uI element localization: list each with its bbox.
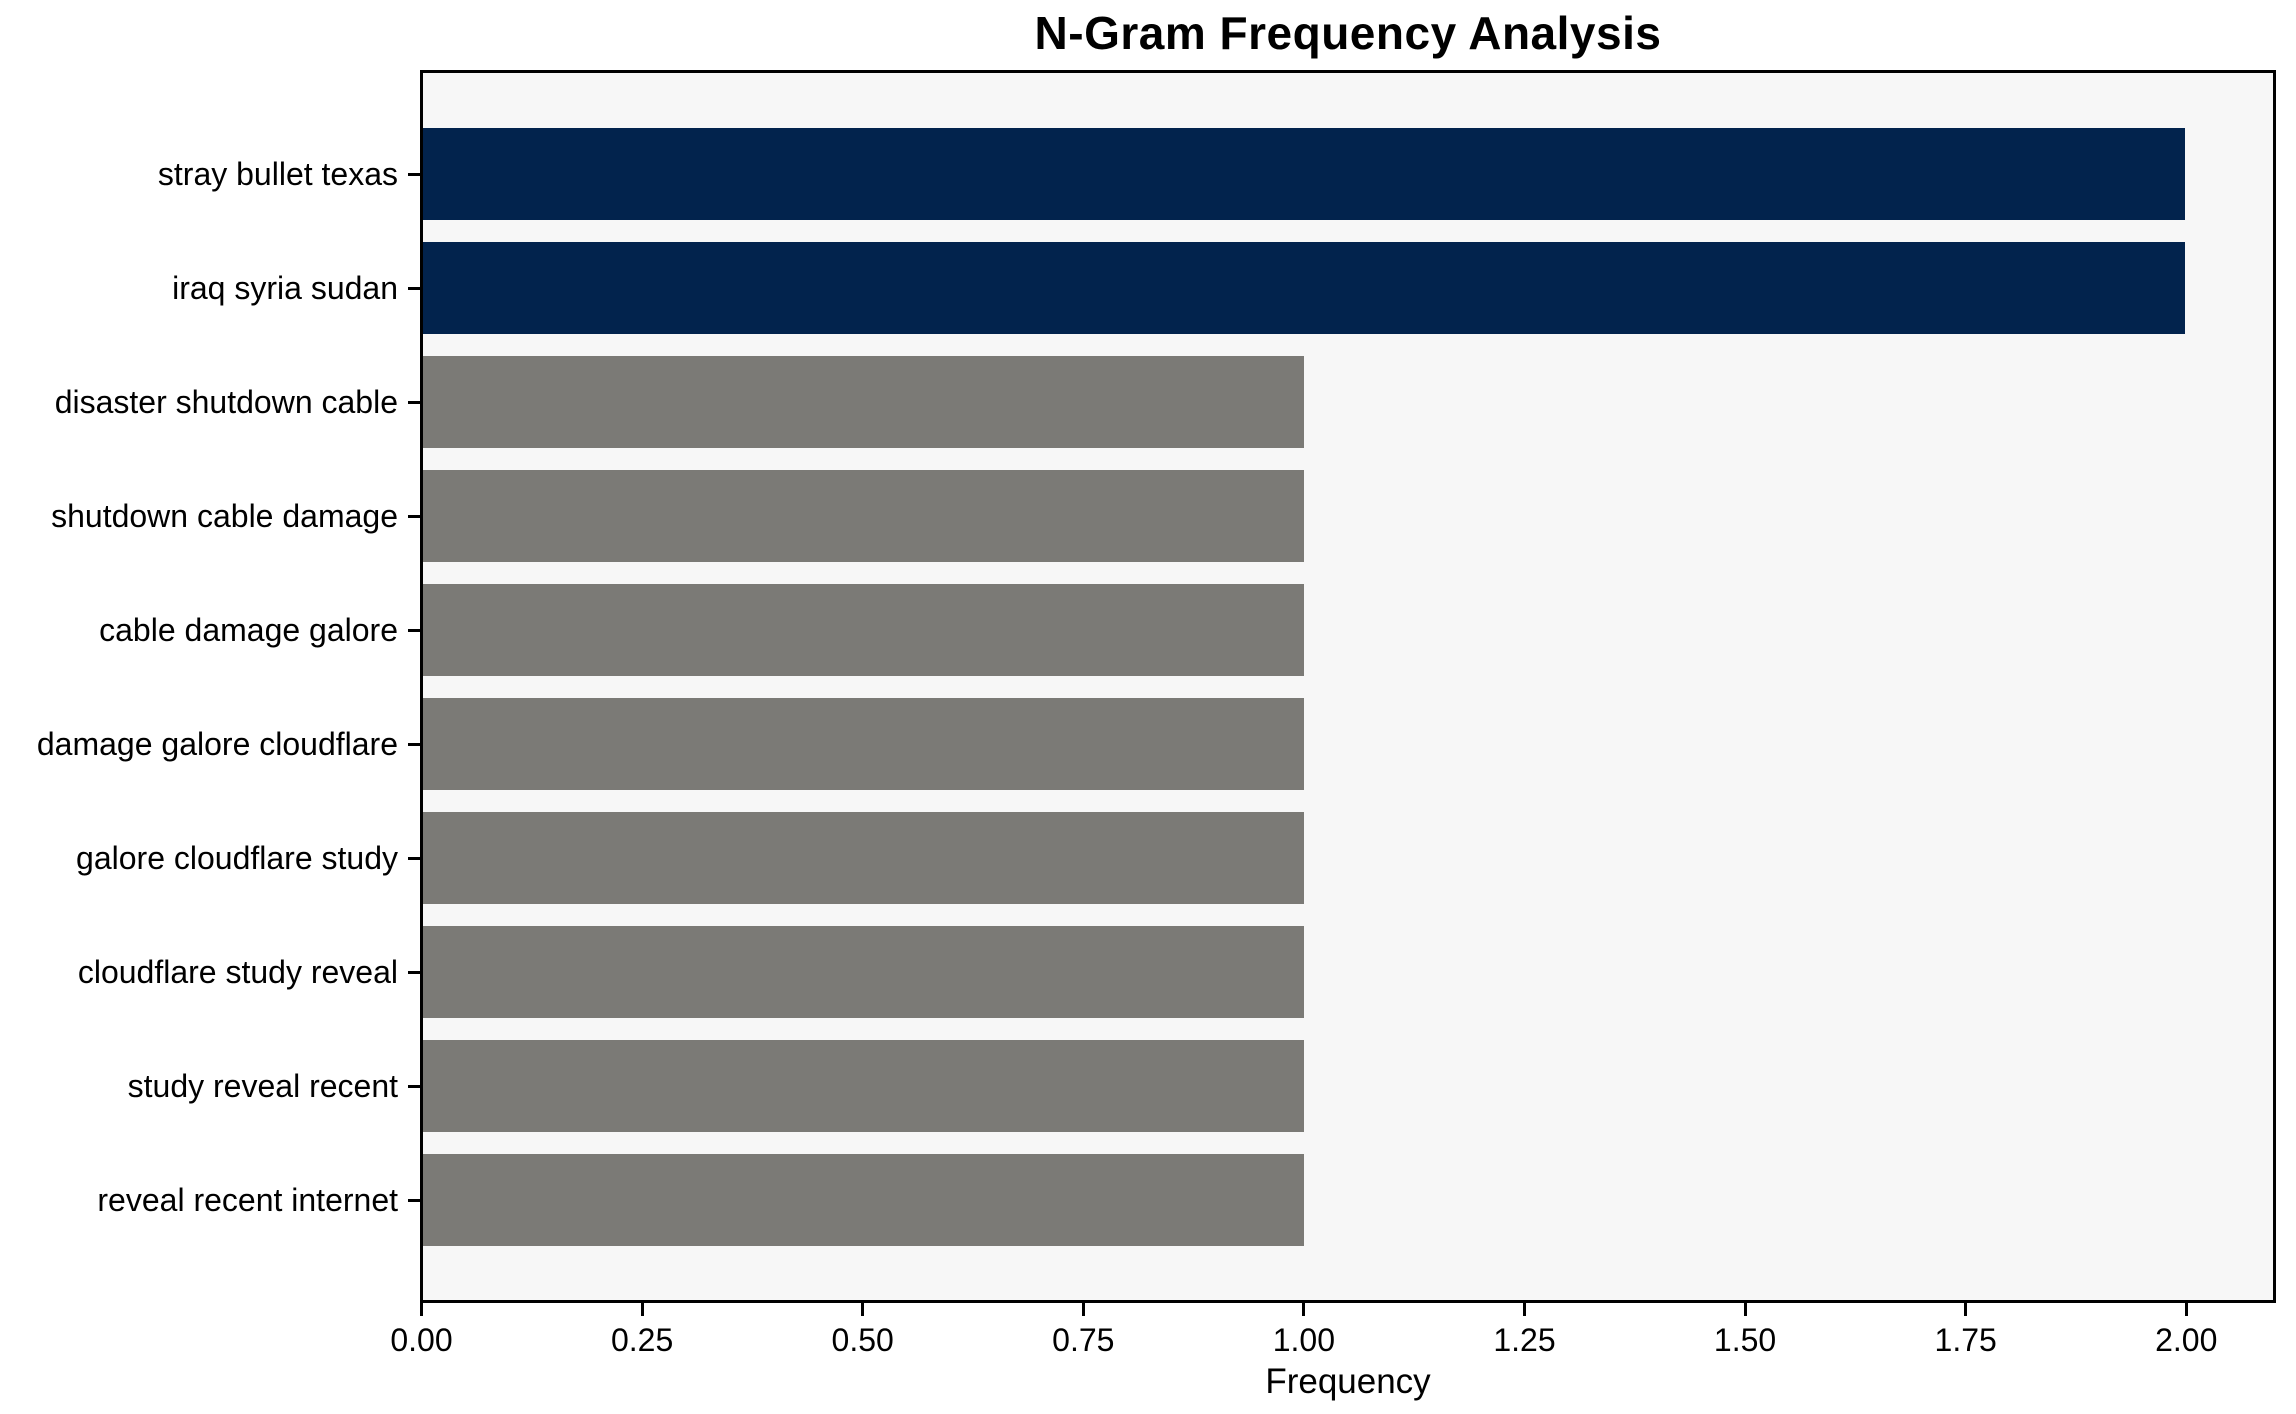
bar-2 [423, 242, 2185, 334]
y-tick-mark [408, 857, 420, 860]
bar-8 [423, 926, 1304, 1018]
bar-4 [423, 470, 1304, 562]
y-tick-mark [408, 1199, 420, 1202]
plot-area [420, 70, 2276, 1303]
x-axis-title: Frequency [1265, 1362, 1431, 1401]
x-axis-tick-label: 2.00 [2155, 1322, 2218, 1358]
y-tick-mark [408, 515, 420, 518]
bar-9 [423, 1040, 1304, 1132]
x-tick-mark [861, 1303, 865, 1316]
x-axis-tick-label: 1.75 [1934, 1322, 1997, 1358]
bar-6 [423, 698, 1304, 790]
x-axis-tick-label: 1.25 [1493, 1322, 1556, 1358]
x-tick-mark [1522, 1303, 1526, 1316]
x-tick-mark [2184, 1303, 2188, 1316]
x-tick-mark [1302, 1303, 1306, 1316]
y-axis-label: reveal recent internet [97, 1182, 398, 1218]
x-axis-tick-label: 1.00 [1272, 1322, 1336, 1358]
bar-3 [423, 356, 1304, 448]
x-tick-mark [640, 1303, 644, 1316]
bar-10 [423, 1154, 1304, 1246]
chart-title: N-Gram Frequency Analysis [1034, 7, 1662, 59]
bar-7 [423, 812, 1304, 904]
y-axis-label: damage galore cloudflare [36, 726, 398, 762]
y-tick-mark [408, 629, 420, 632]
y-tick-mark [408, 287, 420, 290]
x-axis-tick-label: 0.25 [610, 1322, 674, 1358]
y-axis-label: shutdown cable damage [51, 498, 398, 534]
x-tick-mark [1964, 1303, 1968, 1316]
y-axis-label: cable damage galore [99, 612, 398, 648]
y-axis-label: iraq syria sudan [172, 270, 398, 306]
x-tick-mark [1743, 1303, 1747, 1316]
y-tick-mark [408, 173, 420, 176]
bar-5 [423, 584, 1304, 676]
bar-1 [423, 128, 2185, 220]
y-axis-label: disaster shutdown cable [54, 384, 398, 420]
x-tick-mark [420, 1303, 423, 1316]
y-axis-label: study reveal recent [127, 1068, 398, 1104]
y-tick-mark [408, 401, 420, 404]
x-axis-tick-label: 0.75 [1052, 1322, 1115, 1358]
y-tick-mark [408, 1085, 420, 1088]
x-axis-tick-label: 1.50 [1713, 1322, 1777, 1358]
y-tick-mark [408, 971, 420, 974]
x-tick-mark [1081, 1303, 1085, 1316]
x-axis-tick-label: 0.50 [831, 1322, 894, 1358]
y-axis-label: stray bullet texas [157, 156, 398, 192]
y-axis-label: galore cloudflare study [76, 840, 398, 876]
y-tick-mark [408, 743, 420, 746]
x-axis-tick-label: 0.00 [390, 1322, 453, 1358]
y-axis-label: cloudflare study reveal [77, 954, 398, 990]
